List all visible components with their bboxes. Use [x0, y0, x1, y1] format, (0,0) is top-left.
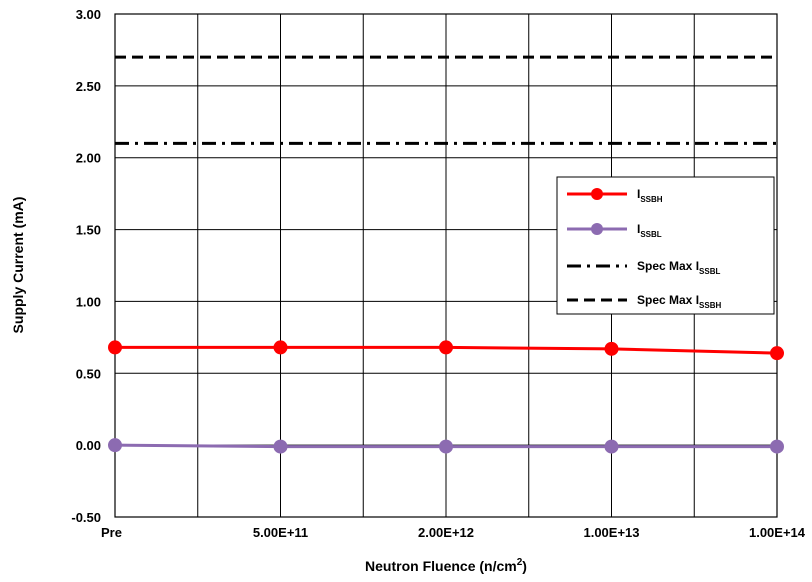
y-tick-label: 3.00	[76, 7, 101, 22]
legend-entry: ISSBH	[567, 187, 663, 204]
data-point	[439, 340, 453, 355]
legend-label: ISSBH	[637, 187, 663, 204]
legend-label: Spec Max ISSBH	[637, 293, 721, 310]
data-point	[108, 438, 122, 453]
legend-entry: Spec Max ISSBL	[567, 259, 720, 276]
legend-label-main: I	[637, 222, 640, 236]
y-tick-label: 1.00	[76, 294, 101, 309]
x-axis-title-sup: 2	[517, 557, 523, 568]
legend-label-main: I	[637, 187, 640, 201]
y-tick-label: -0.50	[71, 510, 101, 525]
y-tick-labels: 3.00 2.50 2.00 1.50 1.00 0.50 0.00 -0.50	[71, 7, 101, 525]
data-point	[604, 341, 619, 356]
y-tick-label: 2.50	[76, 79, 101, 94]
data-point	[770, 439, 784, 454]
series-i-ssbl	[108, 438, 784, 454]
legend-label-sub: SSBH	[699, 301, 721, 310]
legend-box	[556, 176, 775, 315]
legend-entry: Spec Max ISSBH	[567, 293, 721, 310]
x-tick-label: 1.00E+14	[749, 525, 806, 540]
y-tick-label: 2.00	[76, 151, 101, 166]
legend-label-sub: SSBL	[640, 230, 661, 239]
y-tick-label: 0.00	[76, 438, 101, 453]
legend-label-main: Spec Max I	[637, 293, 699, 307]
y-axis-title: Supply Current (mA)	[10, 197, 26, 334]
series-group	[108, 55, 784, 454]
plot-frame	[114, 13, 778, 518]
x-axis-title-main: Neutron Fluence (n/cm	[365, 558, 517, 574]
series-i-ssbh	[108, 340, 784, 361]
x-tick-label: Pre	[101, 525, 122, 540]
x-axis-title: Neutron Fluence (n/cm2)	[365, 557, 527, 574]
plot-area-border	[114, 13, 778, 518]
data-point	[108, 340, 122, 355]
data-point	[273, 439, 288, 454]
legend-marker-swatch	[591, 188, 603, 200]
x-tick-labels: Pre 5.00E+11 2.00E+12 1.00E+13 1.00E+14	[101, 525, 806, 540]
legend-label: Spec Max ISSBL	[637, 259, 720, 276]
y-tick-label: 0.50	[76, 366, 101, 381]
legend-label-main: Spec Max I	[637, 259, 699, 273]
data-point	[770, 346, 784, 361]
x-tick-label: 5.00E+11	[253, 525, 308, 540]
data-point	[604, 439, 619, 454]
legend-label-sub: SSBL	[699, 267, 720, 276]
data-point	[439, 439, 453, 454]
legend-label-sub: SSBH	[640, 195, 662, 204]
legend-label: ISSBL	[637, 222, 662, 239]
legend-marker-swatch	[591, 223, 603, 235]
x-tick-label: 1.00E+13	[583, 525, 639, 540]
x-axis-title-end: )	[522, 558, 527, 574]
legend-entry: ISSBL	[567, 222, 662, 239]
y-tick-label: 1.50	[76, 223, 101, 238]
data-point	[273, 340, 288, 355]
x-tick-label: 2.00E+12	[418, 525, 474, 540]
